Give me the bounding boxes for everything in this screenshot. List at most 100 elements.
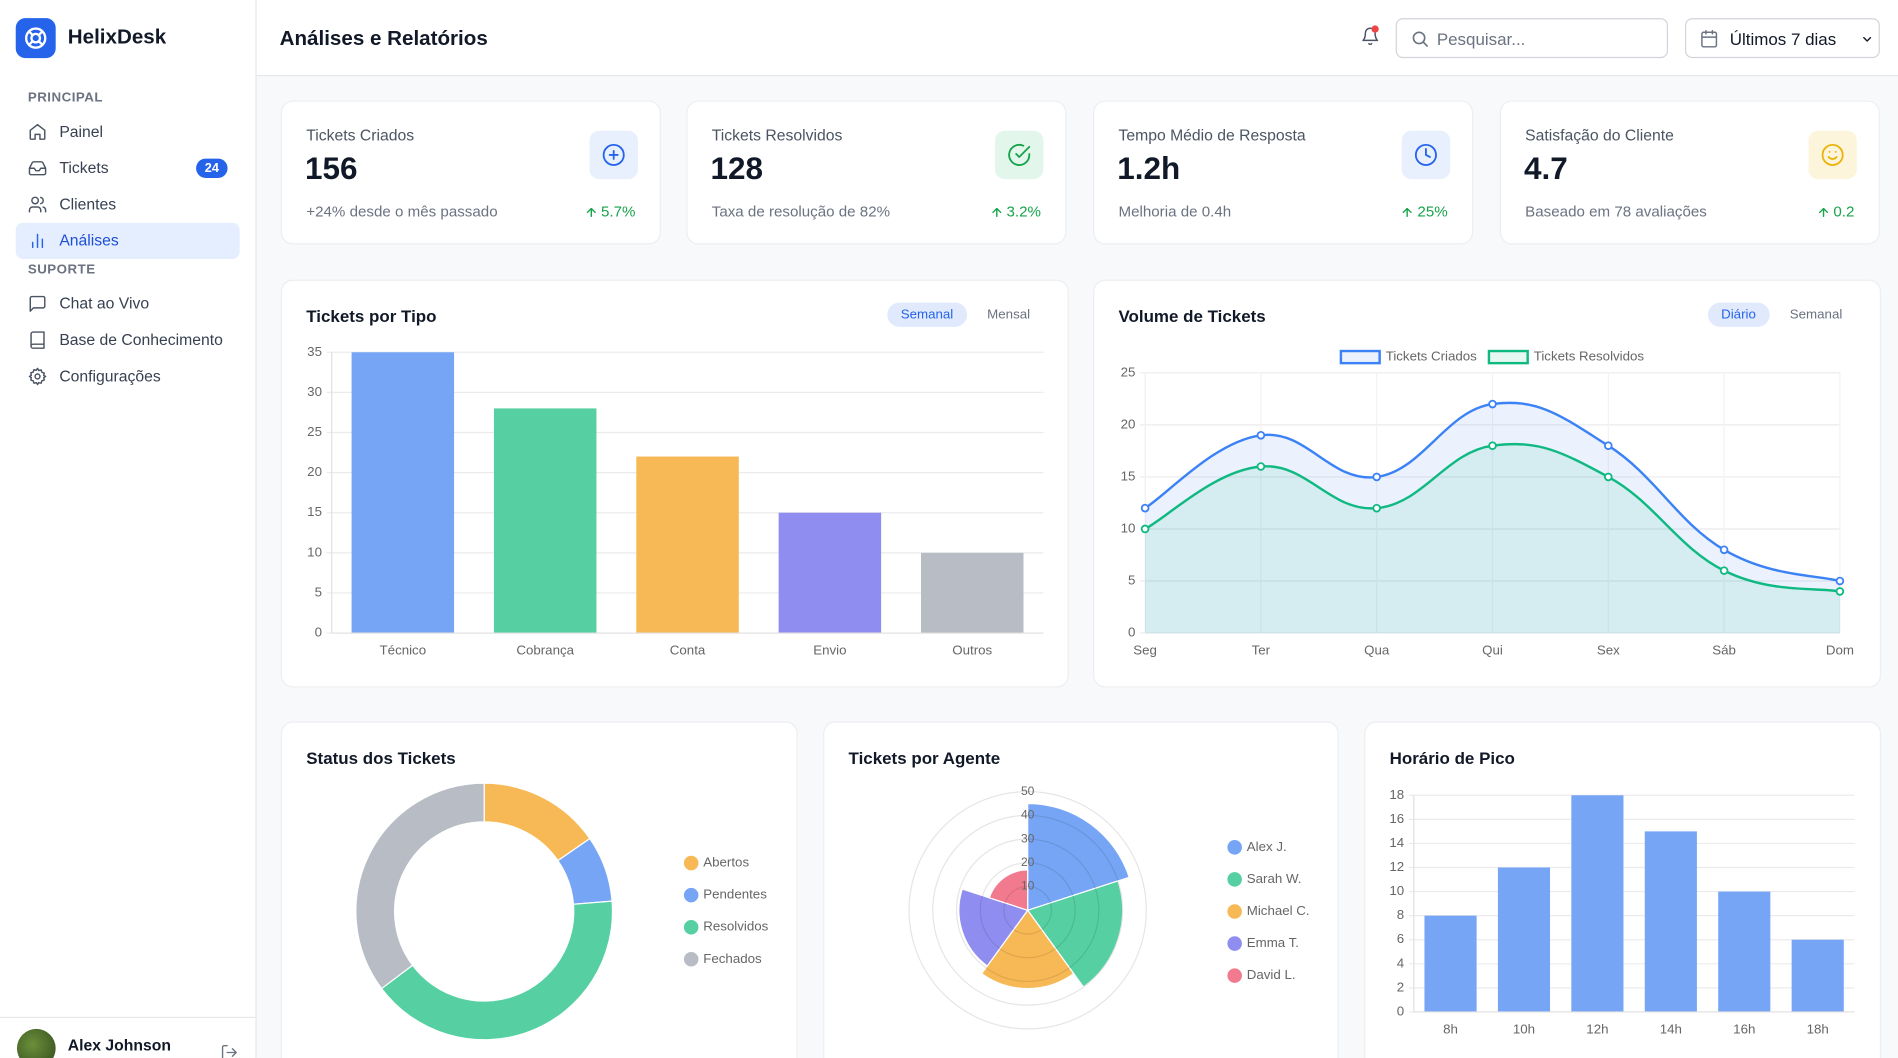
nav-icon-shape [29, 123, 46, 140]
kpi-card: Satisfação do Cliente 4.7 Baseado em 78 av… [1499, 100, 1880, 245]
nav-section-title: PRINCIPAL [27, 90, 103, 106]
brand-name: HelixDesk [67, 25, 167, 49]
nav-icon [28, 367, 47, 386]
nav-icon-shape [31, 233, 44, 249]
notification-bell[interactable] [1361, 27, 1380, 46]
toggle-group: Semanal Mensal [887, 302, 1043, 327]
calendar-icon-shape [1701, 29, 1718, 48]
nav-icon-shape [30, 331, 45, 349]
toggle-button[interactable]: Semanal [1789, 307, 1843, 322]
chart-title: Volume de Tickets [1118, 306, 1266, 326]
toggle-button[interactable]: Semanal [887, 302, 967, 327]
page-title: Análises e Relatórios [279, 26, 488, 50]
kpi-icon-shape [1414, 143, 1437, 166]
notification-dot [1371, 25, 1379, 33]
chart-title: Tickets por Agente [848, 748, 1001, 768]
kpi-value: 156 [305, 150, 358, 187]
logo-icon [25, 27, 47, 49]
toggle-button[interactable]: Diário [1707, 302, 1770, 327]
arrow-up-icon [1818, 207, 1828, 217]
arrow-up-shape [586, 207, 596, 217]
toggle-button[interactable]: Mensal [987, 307, 1031, 322]
nav-icon [30, 331, 45, 349]
nav-item[interactable]: Base de Conhecimento [16, 322, 240, 358]
date-range-select[interactable]: Últimos 7 dias [1684, 18, 1880, 59]
kpi-note: Taxa de resolução de 82% [711, 203, 891, 221]
kpi-change-value: 0.2 [1833, 203, 1855, 221]
nav-label: Base de Conhecimento [59, 330, 223, 349]
date-range-label: Últimos 7 dias [1729, 29, 1837, 49]
kpi-value: 1.2h [1117, 150, 1181, 187]
chart-title: Horário de Pico [1389, 748, 1515, 768]
arrow-up-shape [1402, 207, 1412, 217]
kpi-label: Satisfação do Cliente [1525, 125, 1674, 145]
nav-icon-shape [28, 161, 47, 176]
kpi-note: Baseado em 78 avaliações [1525, 203, 1707, 221]
nav-icon-shape [28, 367, 47, 386]
kpi-icon [602, 143, 625, 166]
kpi-icon-shape [1008, 143, 1031, 166]
nav-icon [29, 295, 46, 312]
arrow-up-shape [1818, 207, 1828, 217]
kpi-card: Tickets Resolvidos 128 Taxa de resolução d… [686, 100, 1067, 245]
kpi-change: 5.7% [584, 200, 635, 224]
chart-card: Status dos Tickets [280, 721, 798, 1058]
search-icon [1412, 31, 1428, 47]
nav-icon [28, 196, 47, 213]
kpi-value: 4.7 [1523, 150, 1568, 187]
nav-item[interactable]: Chat ao Vivo [16, 286, 240, 322]
avatar [16, 1028, 56, 1058]
kpi-change: 25% [1400, 200, 1448, 224]
kpi-icon-shape [602, 143, 625, 166]
nav-icon [29, 123, 46, 140]
nav-label: Clientes [59, 194, 117, 214]
kpi-icon-box [994, 130, 1044, 180]
nav-icon-shape [28, 196, 47, 213]
kpi-note: Melhoria de 0.4h [1118, 203, 1232, 221]
nav-label: Chat ao Vivo [59, 294, 150, 313]
chart-card: Volume de Tickets Diário Semanal [1093, 279, 1882, 688]
chart-card: Horário de Pico [1364, 721, 1882, 1058]
user-name: Alex Johnson [67, 1036, 171, 1055]
nav-label: Tickets [59, 158, 109, 177]
nav-section-title: SUPORTE [27, 262, 96, 278]
chevron-icon [1863, 36, 1872, 42]
kpi-label: Tickets Criados [306, 125, 415, 145]
kpi-change: 3.2% [990, 200, 1041, 224]
nav-badge: 24 [196, 158, 228, 178]
kpi-icon-box [589, 130, 638, 180]
kpi-icon-shape [1821, 143, 1844, 166]
nav-item[interactable]: Painel [16, 114, 240, 150]
kpi-change: 0.2 [1816, 200, 1854, 224]
chart-card: Tickets por Tipo Semanal Mensal [280, 279, 1069, 688]
chevron-icon-shape [1863, 36, 1872, 42]
kpi-icon-box [1808, 130, 1857, 180]
nav-label: Painel [59, 122, 104, 141]
logout-icon-shape [221, 1045, 237, 1058]
toggle-group: Diário Semanal [1707, 302, 1856, 327]
kpi-icon [1008, 143, 1031, 166]
sidebar-footer-divider [0, 1016, 256, 1018]
kpi-icon [1821, 143, 1844, 166]
kpi-label: Tickets Resolvidos [711, 125, 843, 145]
arrow-up-icon [1402, 207, 1412, 217]
kpi-card: Tickets Criados 156 +24% desde o mês passa… [280, 100, 661, 245]
kpi-icon [1414, 143, 1437, 166]
top-bar: Análises e Relatórios Pesquisar... Últimos… [256, 0, 1898, 77]
nav-item[interactable]: Clientes [16, 186, 240, 222]
chart-title: Status dos Tickets [306, 748, 456, 768]
arrow-up-icon [991, 207, 1001, 217]
logout-icon [221, 1045, 237, 1058]
search-box[interactable]: Pesquisar... [1395, 18, 1669, 59]
nav-icon-shape [29, 295, 46, 312]
search-placeholder: Pesquisar... [1436, 29, 1526, 49]
kpi-change-value: 5.7% [600, 203, 636, 221]
calendar-icon [1701, 29, 1718, 48]
nav-item[interactable]: Configurações [16, 358, 240, 394]
logo-icon-shape [25, 27, 47, 49]
arrow-up-shape [991, 207, 1001, 217]
nav-item[interactable]: Análises [15, 222, 240, 260]
sidebar: HelixDesk PRINCIPAL Painel Tickets 24 Cliente… [0, 0, 257, 1058]
nav-item[interactable]: Tickets 24 [16, 150, 240, 186]
